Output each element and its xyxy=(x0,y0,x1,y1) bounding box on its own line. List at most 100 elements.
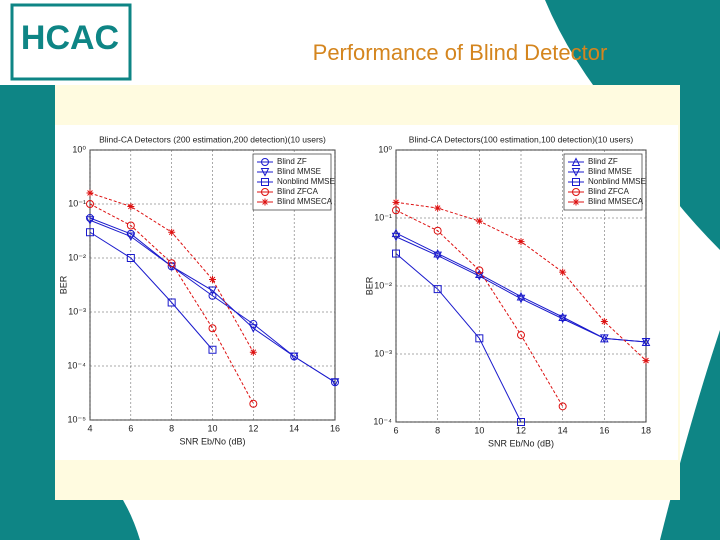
x-tick-label: 4 xyxy=(87,423,92,433)
y-tick-label: 10⁻³ xyxy=(374,348,392,358)
marker xyxy=(208,286,217,296)
marker xyxy=(558,402,567,411)
y-tick-label: 10⁻¹ xyxy=(68,198,86,208)
marker xyxy=(433,226,442,235)
marker xyxy=(392,249,400,258)
marker xyxy=(517,238,525,246)
x-tick-label: 10 xyxy=(474,425,484,435)
x-tick-label: 16 xyxy=(599,425,609,435)
marker xyxy=(475,334,484,343)
legend-marker xyxy=(261,178,269,186)
y-tick-label: 10⁻² xyxy=(68,252,86,262)
marker xyxy=(392,198,400,206)
x-tick-label: 14 xyxy=(289,423,299,433)
marker xyxy=(642,357,650,365)
y-tick-label: 10⁰ xyxy=(72,144,86,154)
marker xyxy=(249,399,258,408)
legend-label: Nonblind MMSE xyxy=(277,177,335,186)
marker xyxy=(516,294,526,304)
marker xyxy=(433,248,442,258)
marker xyxy=(516,291,526,301)
marker xyxy=(167,298,176,307)
marker xyxy=(558,314,567,324)
legend-label: Blind ZFCA xyxy=(588,187,630,196)
legend-marker xyxy=(572,188,580,196)
y-tick-label: 10⁻¹ xyxy=(374,212,392,222)
marker xyxy=(433,285,442,294)
y-axis-label: BER xyxy=(58,275,68,294)
legend-label: Blind ZF xyxy=(588,157,618,166)
marker xyxy=(86,189,94,197)
slide-title: Performance of Blind Detector xyxy=(313,40,608,65)
y-tick-label: 10⁻³ xyxy=(68,306,86,316)
marker xyxy=(249,319,258,328)
marker xyxy=(391,232,401,242)
legend-label: Blind MMSECA xyxy=(588,197,644,206)
x-tick-label: 18 xyxy=(641,425,651,435)
series-line xyxy=(89,203,254,404)
y-tick-label: 10⁰ xyxy=(378,144,392,154)
x-tick-label: 14 xyxy=(558,425,568,435)
marker xyxy=(330,378,340,387)
chart-title: Blind-CA Detectors (200 estimation,200 d… xyxy=(99,134,326,144)
marker xyxy=(126,221,135,230)
marker xyxy=(167,259,176,268)
legend-label: Blind ZFCA xyxy=(277,187,319,196)
x-tick-label: 10 xyxy=(207,423,217,433)
x-axis-label: SNR Eb/No (dB) xyxy=(179,436,245,446)
legend-marker xyxy=(571,157,581,166)
legend-label: Blind ZF xyxy=(277,157,307,166)
marker xyxy=(434,204,442,212)
y-tick-label: 10⁻² xyxy=(374,280,392,290)
marker xyxy=(475,217,483,225)
x-axis-label: SNR Eb/No (dB) xyxy=(488,438,554,448)
legend-label: Blind MMSECA xyxy=(277,197,333,206)
marker xyxy=(208,345,217,354)
marker xyxy=(475,272,484,281)
x-tick-label: 12 xyxy=(516,425,526,435)
marker xyxy=(208,291,217,300)
y-axis-label: BER xyxy=(364,276,374,295)
legend-label: Nonblind MMSE xyxy=(588,177,646,186)
marker xyxy=(559,268,567,276)
series-line xyxy=(89,219,336,383)
x-tick-label: 8 xyxy=(169,423,174,433)
marker xyxy=(86,214,94,223)
marker xyxy=(475,269,484,279)
legend-marker xyxy=(261,198,269,206)
marker xyxy=(127,202,135,210)
x-tick-label: 6 xyxy=(128,423,133,433)
y-tick-label: 10⁻⁵ xyxy=(68,414,87,424)
legend-marker xyxy=(261,188,269,196)
x-tick-label: 8 xyxy=(435,425,440,435)
marker xyxy=(85,216,95,225)
series-line xyxy=(395,253,522,423)
marker xyxy=(126,232,136,242)
marker xyxy=(641,338,651,347)
marker xyxy=(433,251,442,261)
marker xyxy=(208,324,217,333)
y-tick-label: 10⁻⁴ xyxy=(373,416,392,426)
legend-marker xyxy=(572,198,580,206)
legend-label: Blind MMSE xyxy=(588,167,632,176)
marker xyxy=(168,228,176,236)
marker xyxy=(86,200,94,208)
marker xyxy=(249,324,258,333)
marker xyxy=(558,312,567,322)
legend-marker xyxy=(261,158,269,166)
x-tick-label: 12 xyxy=(248,423,258,433)
marker xyxy=(517,331,525,340)
logo-box xyxy=(10,3,132,81)
series-line xyxy=(395,209,564,407)
marker xyxy=(392,206,400,215)
marker xyxy=(517,418,525,426)
logo: HCAC xyxy=(21,19,119,57)
x-tick-label: 6 xyxy=(393,425,398,435)
marker xyxy=(600,318,608,326)
x-tick-label: 16 xyxy=(330,423,340,433)
legend-marker xyxy=(571,168,581,177)
marker xyxy=(86,228,94,237)
legend-label: Blind MMSE xyxy=(277,167,321,176)
marker xyxy=(126,254,135,262)
